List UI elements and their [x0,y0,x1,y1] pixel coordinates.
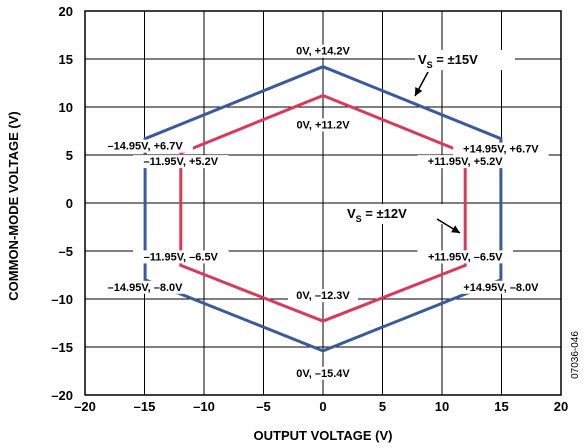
y-tick-label: –15 [51,340,73,355]
series-label-bg [344,204,444,224]
x-tick-label: –15 [134,399,156,414]
point-label-bg [132,155,229,169]
arrowhead [415,87,423,96]
point-label-bg [288,118,358,132]
point-label: +14.95V, +6.7V [463,144,539,156]
point-label: +11.95V, +5.2V [428,156,503,168]
point-label: +14.95V, –8.0V [463,282,539,294]
y-tick-label: 15 [59,52,73,67]
point-label: 0V, –15.4V [296,368,350,380]
x-tick-label: 0 [319,399,326,414]
y-axis-title: COMMON-MODE VOLTAGE (V) [6,111,21,300]
x-tick-label: 20 [554,399,568,414]
point-label: 0V, +14.2V [296,46,350,58]
point-label-bg [417,250,514,264]
y-tick-label: 20 [59,4,73,19]
y-tick-label: –20 [51,388,73,403]
y-tick-label: 0 [66,196,73,211]
x-tick-label: –10 [193,399,215,414]
point-label-bg [97,280,193,294]
point-label-bg [132,250,229,264]
point-label: –14.95V, –8.0V [108,282,183,294]
point-label: –11.95V, +5.2V [144,156,219,168]
point-label: –14.95V, +6.7V [108,141,184,153]
series-label-bg [415,50,515,70]
y-tick-label: 5 [66,148,73,163]
point-label: 0V, –12.3V [296,290,350,302]
point-label: –11.95V, –6.5V [144,251,219,263]
point-label-bg [453,280,549,294]
point-label: +11.95V, –6.5V [428,251,503,263]
y-tick-label: –10 [51,292,73,307]
series-line-vs15 [143,65,503,353]
point-label-bg [453,142,549,156]
figure-id: 07036-046 [570,331,581,379]
point-label-bg [288,44,358,58]
point-label-bg [288,366,358,380]
y-tick-label: –5 [59,244,73,259]
point-label-bg [288,289,358,303]
x-tick-label: 5 [379,399,386,414]
x-tick-label: –5 [256,399,270,414]
x-tick-label: –20 [74,399,96,414]
x-axis-title: OUTPUT VOLTAGE (V) [254,428,393,443]
point-label: 0V, +11.2V [296,119,350,131]
series-label: VS = ±15V [418,52,478,70]
point-label-bg [417,155,514,169]
y-tick-label: 10 [59,100,73,115]
labels-layer: 0V, +14.2V +14.95V, +6.7V +14.95V, –8.0V 0V… [97,44,549,380]
point-label-bg [97,139,193,153]
arrowhead [451,225,460,233]
series-label: VS = ±12V [347,206,407,224]
x-tick-label: 10 [435,399,449,414]
axes-layer: –20 –15 –10 –5 0 5 10 15 20 –20 –15 –10 –5 0 5 10 15 20 [51,4,568,414]
x-tick-label: 15 [494,399,508,414]
plot-frame [84,10,562,396]
